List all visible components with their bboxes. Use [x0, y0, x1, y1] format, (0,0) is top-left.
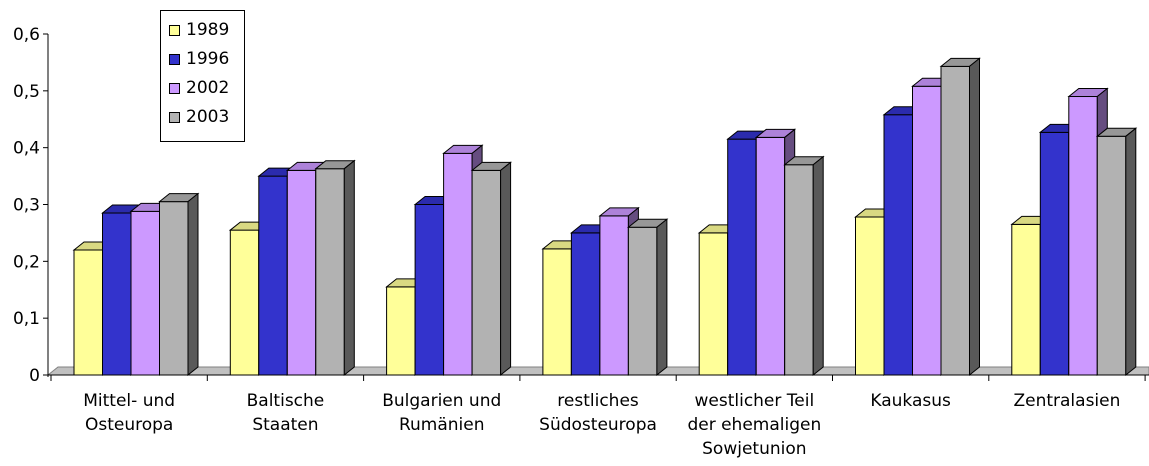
legend-swatch-1989	[169, 24, 180, 36]
bar-side	[343, 159, 355, 377]
legend-item-2003: 2003	[169, 107, 229, 127]
bars	[72, 57, 1138, 377]
bar-side	[500, 161, 512, 377]
bar-front	[414, 204, 445, 376]
bar-front	[570, 232, 601, 376]
y-tick-label: 0	[29, 366, 40, 386]
bar-2003	[314, 159, 356, 377]
bar-side	[656, 218, 668, 377]
legend-item-2002: 2002	[169, 78, 229, 98]
x-tick-label: Zentralasien	[1013, 391, 1120, 411]
bar-2003	[470, 161, 513, 377]
bar-front	[286, 169, 317, 376]
bar-front	[855, 216, 885, 376]
x-axis-labels: Mittel- und Osteuropa Baltische Staaten Bulg…	[83, 391, 1120, 459]
legend: 1989 1996 2002 2003	[160, 10, 245, 142]
bar-front	[1011, 223, 1041, 376]
y-axis: 0 0,1 0,2 0,3 0,4 0,5 0,6	[13, 25, 1146, 386]
x-tick-label: Baltische Staaten	[247, 391, 325, 435]
bar-front	[755, 136, 786, 376]
y-tick-label: 0,4	[13, 139, 40, 159]
bar-front	[443, 152, 473, 376]
bar-2003	[626, 218, 669, 377]
bar-2003	[783, 155, 825, 377]
bar-front	[698, 232, 729, 376]
legend-swatch-1996	[169, 53, 180, 65]
bar-front	[315, 168, 345, 376]
bar-side	[812, 155, 824, 377]
legend-label-2002: 2002	[186, 78, 230, 98]
bar-front	[627, 226, 658, 376]
bar-side	[969, 57, 980, 377]
bar-front	[542, 248, 572, 376]
legend-label-2003: 2003	[186, 107, 230, 127]
legend-label-1989: 1989	[186, 20, 230, 40]
legend-item-1996: 1996	[169, 49, 229, 69]
bar-front	[784, 164, 814, 376]
y-tick-label: 0,6	[13, 25, 40, 45]
x-tick-label: Bulgarien und Rumänien	[382, 391, 501, 435]
y-tick-label: 0,3	[13, 196, 40, 216]
bar-side	[187, 192, 199, 377]
y-tick-label: 0,1	[13, 309, 40, 329]
bar-front	[727, 138, 757, 376]
bar-front	[258, 175, 288, 376]
x-tick-label: Mittel- und Osteuropa	[83, 391, 175, 435]
bar-front	[1096, 135, 1127, 376]
bar-2003	[1095, 127, 1138, 377]
bar-front	[940, 65, 970, 376]
x-tick-label: Kaukasus	[870, 391, 951, 411]
x-tick-label: westlicher Teil der ehemaligen Sowjetunion	[687, 391, 821, 459]
legend-swatch-2003	[169, 111, 180, 123]
bar-side	[1125, 127, 1137, 377]
bar-front	[912, 85, 942, 376]
x-tick-label: restliches Südosteuropa	[539, 391, 657, 435]
bar-front	[1039, 131, 1070, 376]
y-tick-label: 0,5	[13, 82, 40, 102]
bar-front	[102, 212, 132, 376]
bar-front	[471, 169, 502, 376]
bar-2003	[158, 192, 200, 377]
legend-item-1989: 1989	[169, 20, 229, 40]
bar-front	[883, 114, 913, 376]
bar-front	[130, 210, 160, 376]
y-tick-label: 0,2	[13, 252, 40, 272]
bar-front	[159, 201, 189, 376]
bar-front	[73, 249, 103, 376]
bar-2003	[939, 57, 981, 377]
bar-front	[229, 229, 260, 376]
legend-label-1996: 1996	[186, 49, 230, 69]
legend-swatch-2002	[169, 82, 180, 94]
bar-front	[386, 286, 416, 376]
bar-front	[1068, 96, 1098, 376]
bar-front	[599, 215, 629, 376]
